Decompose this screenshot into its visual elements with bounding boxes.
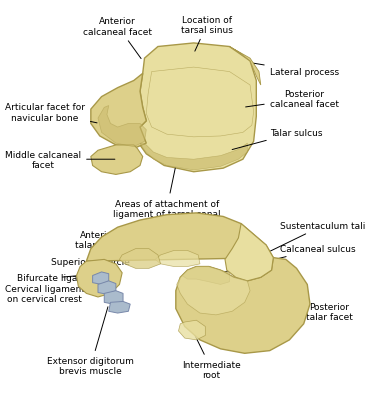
Text: Posterior
talar facet: Posterior talar facet: [290, 302, 352, 321]
Polygon shape: [146, 68, 254, 138]
Polygon shape: [104, 291, 123, 304]
Polygon shape: [91, 146, 143, 175]
Text: Lateral process: Lateral process: [253, 64, 339, 77]
Polygon shape: [140, 144, 247, 170]
Text: Superior tubercle: Superior tubercle: [50, 255, 137, 266]
Text: Anterior
calcaneal facet: Anterior calcaneal facet: [83, 17, 152, 59]
Text: Areas of attachment of
ligament of tarsal canal: Areas of attachment of ligament of tarsa…: [113, 169, 221, 219]
Text: Intermediate
root: Intermediate root: [182, 335, 241, 379]
Text: Middle calcaneal
facet: Middle calcaneal facet: [5, 150, 115, 170]
Polygon shape: [109, 302, 130, 313]
Text: Cervical ligament
on cervical crest: Cervical ligament on cervical crest: [5, 284, 104, 303]
Polygon shape: [225, 224, 273, 281]
Polygon shape: [98, 106, 146, 147]
Text: Talar sulcus: Talar sulcus: [232, 129, 322, 150]
Polygon shape: [177, 267, 250, 315]
Polygon shape: [93, 272, 109, 285]
Polygon shape: [137, 44, 256, 172]
Text: Bifurcate ligament: Bifurcate ligament: [18, 273, 102, 282]
Text: Sustentaculum tali: Sustentaculum tali: [270, 221, 366, 251]
Text: Posterior
calcaneal facet: Posterior calcaneal facet: [246, 89, 339, 109]
Text: Articular facet for
navicular bone: Articular facet for navicular bone: [5, 103, 97, 124]
Polygon shape: [182, 267, 230, 285]
Text: Extensor digitorum
brevis muscle: Extensor digitorum brevis muscle: [47, 307, 134, 375]
Text: Calcaneal sulcus: Calcaneal sulcus: [223, 245, 356, 272]
Polygon shape: [86, 213, 310, 353]
Polygon shape: [98, 281, 116, 295]
Text: Anterior
talar facet: Anterior talar facet: [74, 231, 169, 255]
Polygon shape: [230, 47, 261, 86]
Polygon shape: [91, 74, 146, 149]
Polygon shape: [155, 251, 200, 267]
Text: Location of
tarsal sinus: Location of tarsal sinus: [181, 16, 233, 52]
Polygon shape: [178, 320, 205, 340]
Polygon shape: [119, 249, 160, 269]
Polygon shape: [77, 260, 122, 297]
